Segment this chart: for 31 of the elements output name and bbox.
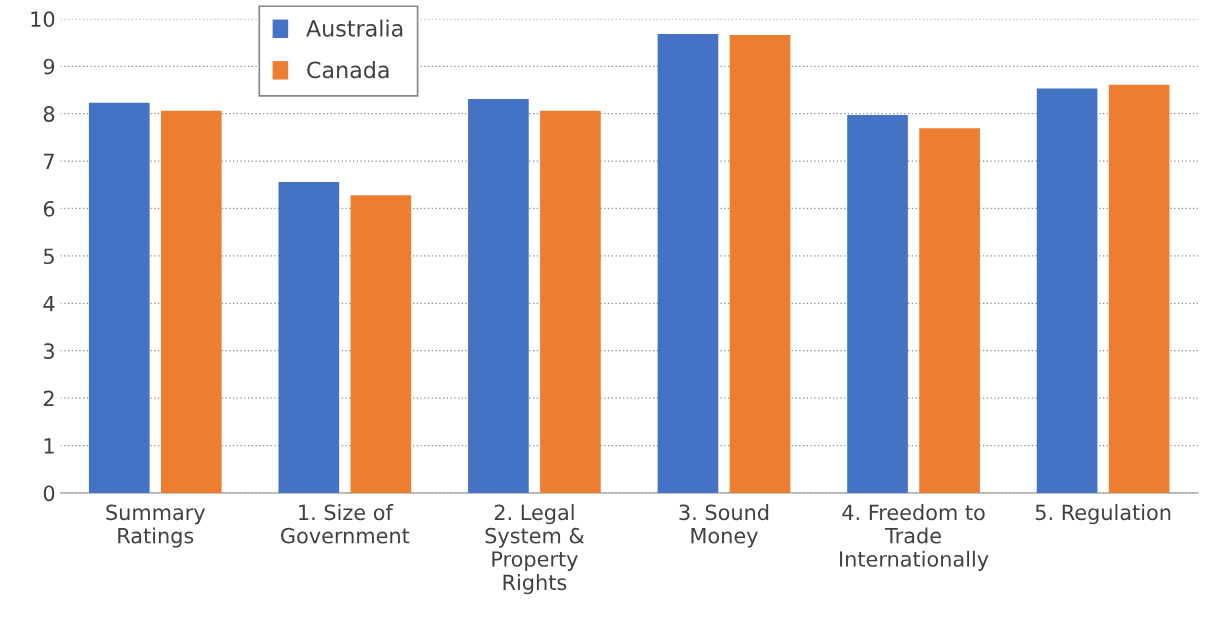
bar [657,34,719,493]
bar [919,128,980,493]
bar [847,115,908,493]
y-tick-label: 9 [43,58,55,75]
x-tick-label: 4. Freedom to Trade Internationally [840,504,989,571]
y-tick-label: 2 [43,390,54,407]
legend-label: Canada [307,61,389,79]
y-tick-label: 3 [43,343,54,359]
y-tick-label: 1 [44,438,54,454]
y-tick-label: 0 [43,485,55,502]
y-tick-label: 7 [44,153,54,169]
y-tick-label: 8 [43,106,55,122]
x-tick-label: 3. Sound Money [679,504,769,548]
bar [1108,84,1170,493]
bar [88,102,150,493]
y-tick-label: 10 [31,11,55,28]
y-tick-label: 6 [43,200,55,217]
bar [729,34,791,493]
bar [540,110,601,493]
legend-label: Australia [306,19,403,37]
x-tick-label: Summary Ratings [106,504,205,548]
bar [468,98,529,493]
y-tick-label: 4 [43,296,55,312]
bar [278,181,340,493]
y-tick-label: 5 [43,248,54,265]
x-tick-label: 5. Regulation [1035,504,1171,525]
bar [350,195,412,493]
x-tick-label: 1. Size of Government [281,504,410,544]
x-tick-label: 2. Legal System & Property Rights [485,504,585,595]
bar [160,110,222,493]
bar [1036,88,1098,493]
